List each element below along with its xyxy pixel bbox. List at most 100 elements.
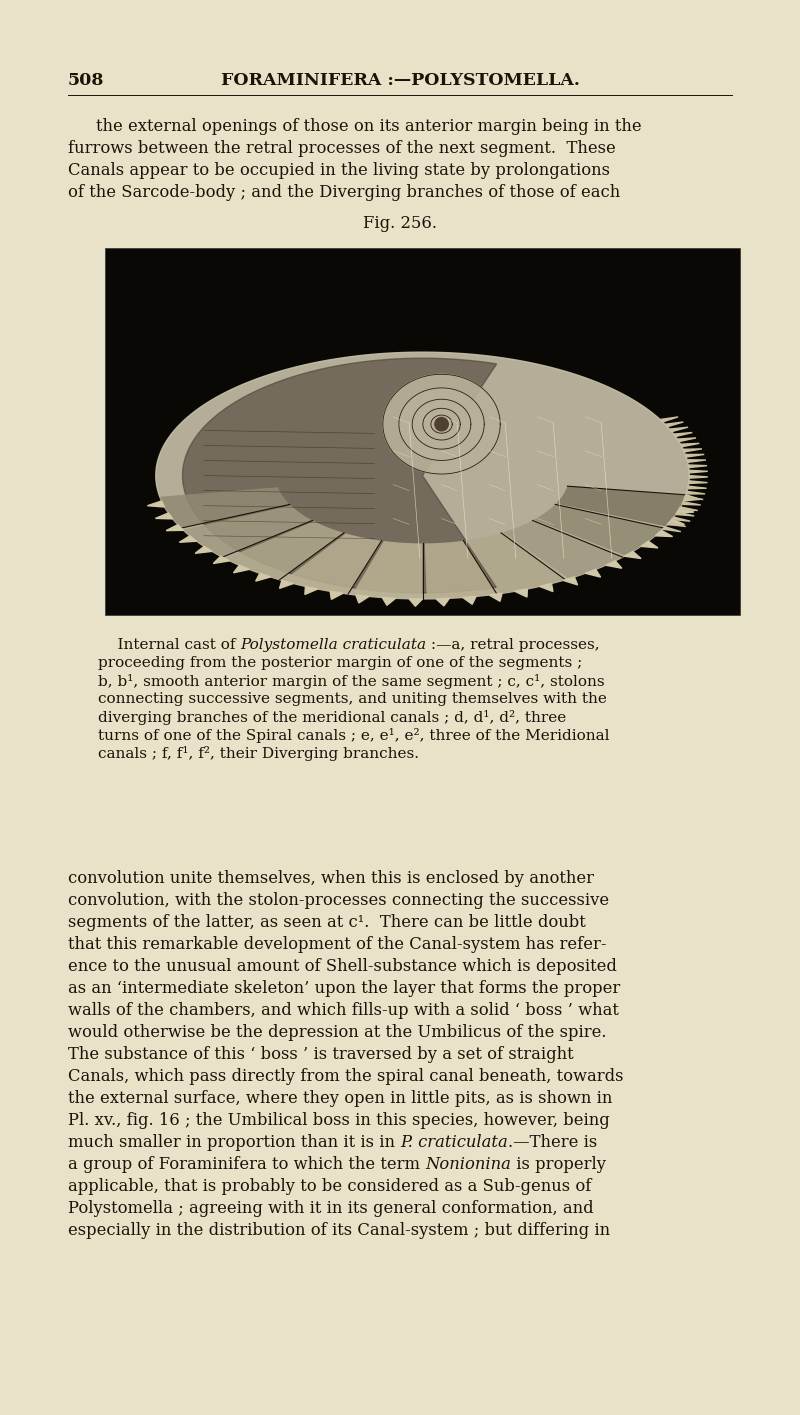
Polygon shape xyxy=(675,512,694,516)
Text: diverging branches of the meridional canals ; d, d¹, d², three: diverging branches of the meridional can… xyxy=(98,710,566,724)
Polygon shape xyxy=(412,399,471,449)
Polygon shape xyxy=(641,541,658,548)
Polygon shape xyxy=(462,596,476,604)
Text: convolution, with the stolon-processes connecting the successive: convolution, with the stolon-processes c… xyxy=(68,891,609,908)
Text: Canals, which pass directly from the spiral canal beneath, towards: Canals, which pass directly from the spi… xyxy=(68,1068,623,1085)
Text: a group of Foraminifera to which the term: a group of Foraminifera to which the ter… xyxy=(68,1156,426,1173)
Text: is properly: is properly xyxy=(511,1156,606,1173)
Text: connecting successive segments, and uniting themselves with the: connecting successive segments, and unit… xyxy=(98,692,607,706)
Text: segments of the latter, as seen at c¹.  There can be little doubt: segments of the latter, as seen at c¹. T… xyxy=(68,914,586,931)
Polygon shape xyxy=(686,454,704,457)
Polygon shape xyxy=(423,409,460,440)
Polygon shape xyxy=(539,583,553,591)
Circle shape xyxy=(435,417,448,430)
Polygon shape xyxy=(655,531,673,536)
Polygon shape xyxy=(182,358,497,593)
Polygon shape xyxy=(156,352,690,599)
Polygon shape xyxy=(305,586,318,594)
Text: b, b¹, smooth anterior margin of the same segment ; c, c¹, stolons: b, b¹, smooth anterior margin of the sam… xyxy=(98,674,605,689)
Text: The substance of this ‘ boss ’ is traversed by a set of straight: The substance of this ‘ boss ’ is traver… xyxy=(68,1046,574,1063)
Polygon shape xyxy=(689,475,708,478)
Text: FORAMINIFERA :—POLYSTOMELLA.: FORAMINIFERA :—POLYSTOMELLA. xyxy=(221,72,579,89)
Text: applicable, that is probably to be considered as a Sub-genus of: applicable, that is probably to be consi… xyxy=(68,1179,591,1196)
Polygon shape xyxy=(683,495,701,501)
Polygon shape xyxy=(382,597,396,606)
Polygon shape xyxy=(681,443,699,447)
Polygon shape xyxy=(409,599,422,606)
Polygon shape xyxy=(670,427,688,432)
Polygon shape xyxy=(679,507,698,511)
Polygon shape xyxy=(689,470,708,473)
Polygon shape xyxy=(683,449,702,451)
Text: especially in the distribution of its Canal-system ; but differing in: especially in the distribution of its Ca… xyxy=(68,1223,610,1240)
Text: P. craticulata: P. craticulata xyxy=(400,1133,508,1150)
Polygon shape xyxy=(330,591,343,600)
Polygon shape xyxy=(606,560,622,569)
Text: would otherwise be the depression at the Umbilicus of the spire.: would otherwise be the depression at the… xyxy=(68,1024,606,1041)
Text: furrows between the retral processes of the next segment.  These: furrows between the retral processes of … xyxy=(68,140,616,157)
Text: Polystomella craticulata: Polystomella craticulata xyxy=(240,638,426,652)
Polygon shape xyxy=(662,526,681,532)
Polygon shape xyxy=(515,589,527,597)
Polygon shape xyxy=(534,504,664,556)
Text: proceeding from the posterior margin of one of the segments ;: proceeding from the posterior margin of … xyxy=(98,657,582,669)
Polygon shape xyxy=(556,487,686,526)
Text: canals ; f, f¹, f², their Diverging branches.: canals ; f, f¹, f², their Diverging bran… xyxy=(98,746,419,761)
Polygon shape xyxy=(356,596,369,603)
Polygon shape xyxy=(166,525,183,531)
Text: walls of the chambers, and which fills-up with a solid ‘ boss ’ what: walls of the chambers, and which fills-u… xyxy=(68,1002,619,1019)
Polygon shape xyxy=(195,546,212,553)
Polygon shape xyxy=(155,514,173,519)
Polygon shape xyxy=(256,573,270,582)
Polygon shape xyxy=(160,487,290,528)
Polygon shape xyxy=(678,437,696,441)
Polygon shape xyxy=(688,487,706,488)
Polygon shape xyxy=(667,519,685,525)
Polygon shape xyxy=(226,521,344,580)
Text: the external surface, where they open in little pits, as is shown in: the external surface, where they open in… xyxy=(68,1090,612,1107)
Polygon shape xyxy=(352,541,422,599)
Polygon shape xyxy=(279,580,294,589)
Text: Nonionina: Nonionina xyxy=(426,1156,511,1173)
Text: of the Sarcode-body ; and the Diverging branches of those of each: of the Sarcode-body ; and the Diverging … xyxy=(68,184,620,201)
Polygon shape xyxy=(183,505,313,558)
Polygon shape xyxy=(214,556,230,563)
Text: ence to the unusual amount of Shell-substance which is deposited: ence to the unusual amount of Shell-subs… xyxy=(68,958,617,975)
Text: .—There is: .—There is xyxy=(508,1133,598,1150)
Text: the external openings of those on its anterior margin being in the: the external openings of those on its an… xyxy=(96,117,642,134)
Bar xyxy=(105,248,740,616)
Text: Canals appear to be occupied in the living state by prolongations: Canals appear to be occupied in the livi… xyxy=(68,161,610,180)
Text: that this remarkable development of the Canal-system has refer-: that this remarkable development of the … xyxy=(68,935,606,952)
Polygon shape xyxy=(689,481,707,484)
Polygon shape xyxy=(503,521,622,579)
Polygon shape xyxy=(687,460,706,463)
Polygon shape xyxy=(147,501,165,507)
Polygon shape xyxy=(436,599,450,606)
Text: :—a, retral processes,: :—a, retral processes, xyxy=(426,638,600,652)
Polygon shape xyxy=(586,569,601,577)
Polygon shape xyxy=(624,552,641,559)
Text: as an ‘intermediate skeleton’ upon the layer that forms the proper: as an ‘intermediate skeleton’ upon the l… xyxy=(68,981,620,998)
Polygon shape xyxy=(563,577,578,584)
Polygon shape xyxy=(283,533,382,594)
Text: Polystomella ; agreeing with it in its general conformation, and: Polystomella ; agreeing with it in its g… xyxy=(68,1200,594,1217)
Polygon shape xyxy=(179,536,197,542)
Polygon shape xyxy=(234,565,250,573)
Text: Fig. 256.: Fig. 256. xyxy=(363,215,437,232)
Polygon shape xyxy=(425,541,497,599)
Text: Pl. xv., fig. 16 ; the Umbilical boss in this species, however, being: Pl. xv., fig. 16 ; the Umbilical boss in… xyxy=(68,1112,610,1129)
Polygon shape xyxy=(686,491,705,494)
Polygon shape xyxy=(672,516,690,521)
Polygon shape xyxy=(660,417,678,422)
Polygon shape xyxy=(431,415,452,433)
Polygon shape xyxy=(677,507,694,514)
Polygon shape xyxy=(688,466,707,467)
Polygon shape xyxy=(674,433,692,437)
Polygon shape xyxy=(383,375,500,474)
Text: much smaller in proportion than it is in: much smaller in proportion than it is in xyxy=(68,1133,400,1150)
Polygon shape xyxy=(466,533,566,593)
Polygon shape xyxy=(399,388,484,460)
Polygon shape xyxy=(489,593,502,601)
Polygon shape xyxy=(667,522,686,526)
Text: convolution unite themselves, when this is enclosed by another: convolution unite themselves, when this … xyxy=(68,870,594,887)
